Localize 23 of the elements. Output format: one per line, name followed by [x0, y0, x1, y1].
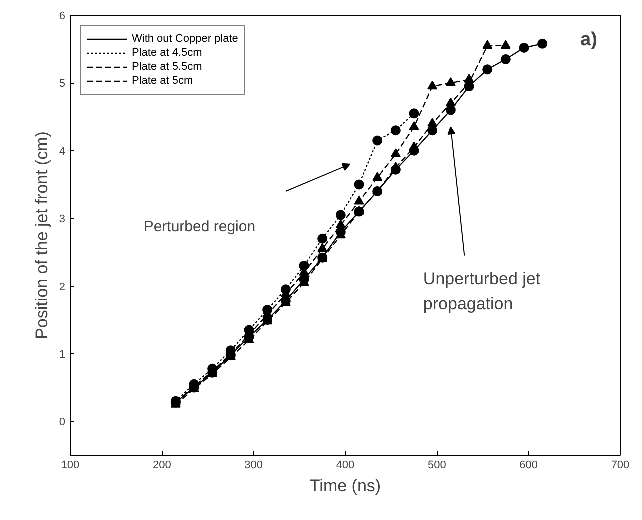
y-tick-label: 2 — [59, 281, 66, 294]
x-axis-title: Time (ns) — [310, 476, 382, 496]
annotation: Unperturbed jet propagation — [423, 270, 541, 314]
x-tick-label: 300 — [244, 460, 264, 472]
legend-label: Plate at 5.5cm — [132, 60, 202, 74]
x-tick-label: 700 — [611, 460, 630, 472]
y-axis-title: Position of the jet front (cm) — [32, 132, 52, 340]
x-tick-label: 100 — [61, 460, 80, 472]
x-tick-label: 400 — [336, 460, 355, 472]
annotation: a) — [580, 30, 598, 50]
y-tick-label: 1 — [59, 348, 66, 361]
y-tick-label: 3 — [59, 214, 66, 226]
legend-label: Plate at 5cm — [132, 74, 194, 88]
legend-label: With out Copper plate — [132, 32, 238, 46]
annotation: Perturbed region — [144, 218, 256, 236]
y-tick-label: 6 — [59, 10, 66, 22]
x-tick-label: 600 — [520, 460, 538, 472]
x-tick-label: 500 — [428, 460, 446, 472]
x-tick-label: 200 — [152, 460, 172, 472]
y-tick-label: 4 — [59, 146, 66, 158]
y-tick-label: 0 — [59, 416, 66, 429]
legend-label: Plate at 4.5cm — [132, 46, 202, 60]
y-tick-label: 5 — [59, 78, 66, 90]
